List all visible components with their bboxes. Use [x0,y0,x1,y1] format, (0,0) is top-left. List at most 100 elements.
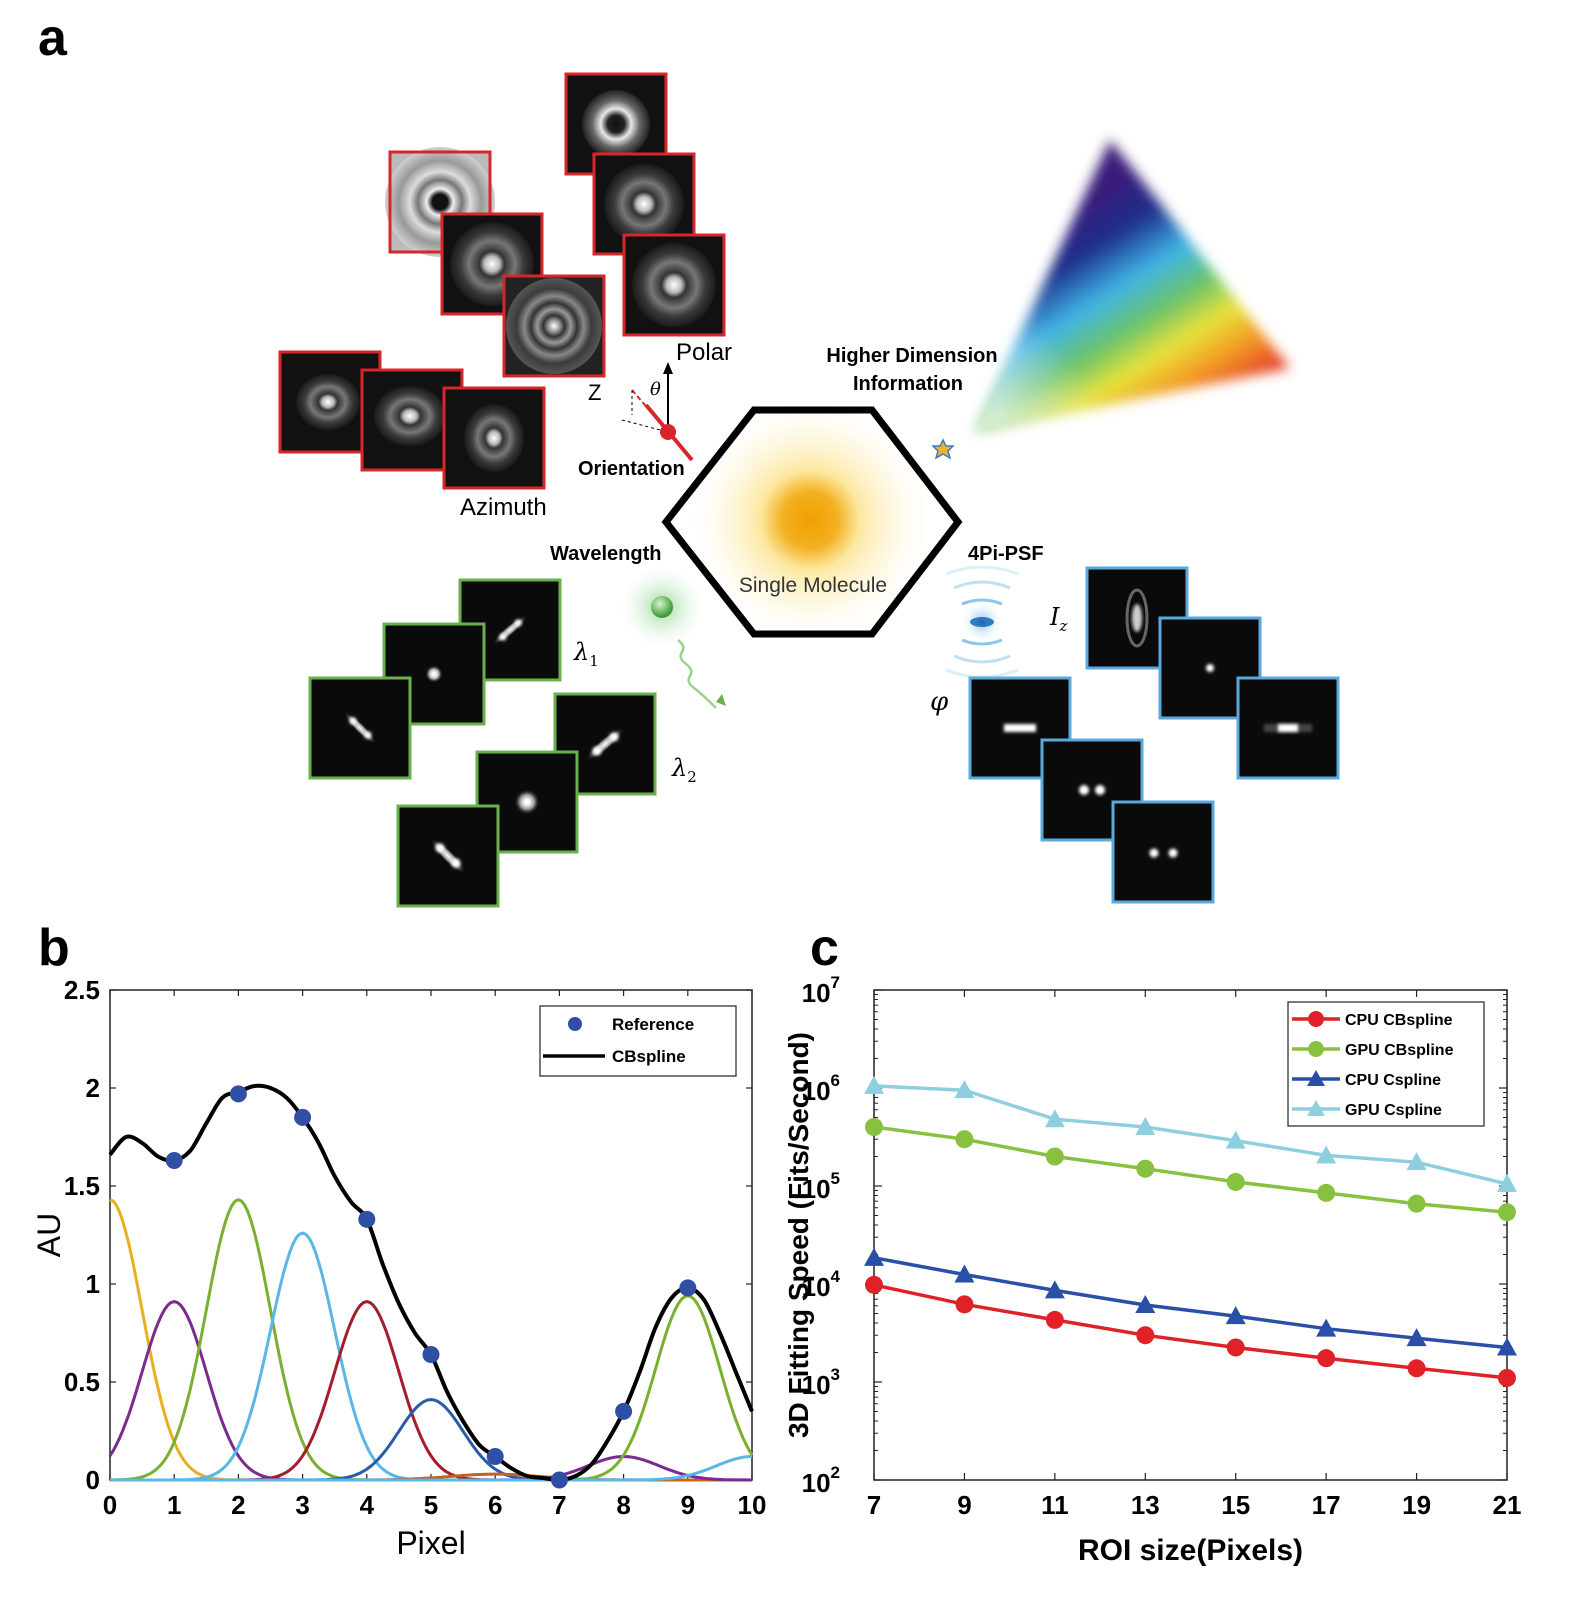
chart-c-data-point [955,1295,974,1314]
chart-c-data-point [1045,1147,1064,1166]
label-theta: θ [650,379,661,400]
label-4pi-psf: 4Pi-PSF [968,543,1044,565]
psf-tile-lambda1-3 [308,676,412,780]
chart-c-ytick-exponent: 4 [831,1267,841,1286]
chart-c-data-point [1226,1338,1245,1357]
chart-c-data-point [1226,1172,1245,1191]
psf-tile-phi-3 [1111,800,1215,904]
chart-c-xtick-label: 7 [867,1490,881,1520]
chart-c-data-point [864,1247,884,1266]
label-phi: φ [930,687,949,717]
chart-c-data-point [1316,1145,1337,1164]
chart-c-ytick-exponent: 6 [831,1071,840,1090]
chart-b-ytick-label: 1 [86,1269,100,1299]
chart-c-xtick-label: 11 [1041,1490,1069,1520]
chart-c-xtick-label: 9 [957,1490,971,1520]
chart-c-data-point [1225,1130,1246,1149]
orientation-psf-tiles [278,72,726,490]
chart-b-legend: Reference CBspline [539,1005,737,1077]
chart-c-xtick-label: 21 [1493,1490,1522,1520]
star-icon [931,438,955,460]
chart-b-xtick-label: 2 [231,1490,245,1520]
chart-c-ytick-base: 10 [802,1174,831,1204]
chart-c-ytick-base: 10 [802,1076,831,1106]
green-photon-icon [617,562,726,709]
chart-c-data-point [1406,1152,1427,1171]
panel-label-a: a [38,9,68,67]
chart-c-data-point [1135,1295,1156,1314]
chart-b-reference-point [229,1085,247,1103]
four-pi-psf-tiles [968,566,1340,904]
chart-b-ytick-label: 0 [86,1465,100,1495]
chart-c-data-point [1497,1173,1517,1192]
orientation-dipole-icon [621,362,694,462]
chart-c-data-point [954,1080,975,1099]
chart-b-reference-point [550,1471,568,1489]
chart-c-legend-marker [1308,1011,1324,1027]
chart-c-xlabel: ROI size(Pixels) [1078,1534,1303,1567]
chart-c-data-point [1498,1368,1516,1387]
chart-c-ytick-label: 106 [802,1071,840,1106]
panel-label-c: c [810,919,839,977]
chart-c-xtick-label: 15 [1221,1490,1250,1520]
chart-b-reference-point [358,1210,376,1228]
label-z: Z [588,380,601,405]
label-wavelength: Wavelength [550,543,662,565]
chart-b-xtick-label: 3 [295,1490,309,1520]
chart-b-legend-label: Reference [612,1015,694,1034]
label-azimuth: Azimuth [460,494,547,521]
psf-tile-iz-3 [1236,676,1340,780]
chart-c-ytick-label: 103 [802,1365,840,1400]
chart-c-ytick-base: 10 [802,1370,831,1400]
chart-c-series-line [873,1125,1508,1214]
single-molecule-hexagon [661,395,963,645]
chart-c-series-line [873,1084,1508,1186]
chart-b-reference-point [294,1108,312,1126]
chart-b-ylabel: AU [31,1213,67,1257]
chart-b-reference-point [615,1402,633,1420]
psf-tile-azimuth-3 [442,386,546,490]
chart-c-legend-marker [1307,1100,1325,1116]
chart-b-xlabel: Pixel [396,1525,465,1561]
chart-b-xtick-label: 8 [616,1490,630,1520]
chart-b-legend-label: CBspline [612,1047,686,1066]
chart-b-reference-point [422,1346,440,1364]
chart-c-ytick-base: 10 [802,1468,831,1498]
panel-label-b: b [38,919,70,977]
label-higher-dimension-line1: Higher Dimension [826,345,997,367]
chart-c-data-point [1407,1194,1426,1213]
chart-c-data-point [1225,1306,1246,1325]
chart-b-reference-point [165,1152,183,1170]
label-orientation: Orientation [578,458,685,480]
psf-tile-lambda2-3 [396,804,500,908]
chart-c-data-point [1317,1349,1336,1368]
chart-b: 0 1 2 3 4 5 6 7 8 9 10 0 0.5 1 1.5 2 2.5 Reference CBsplin… [31,975,766,1561]
chart-c-legend-marker [1307,1070,1325,1086]
chart-b-xtick-label: 0 [103,1490,117,1520]
chart-c-ytick-base: 10 [802,1272,831,1302]
chart-c-ytick-exponent: 7 [831,973,840,992]
chart-c-data-point [865,1275,883,1294]
chart-b-xtick-label: 10 [738,1490,767,1520]
chart-c-data-point [1044,1109,1065,1128]
psf-tile-polar-3 [622,233,726,337]
chart-c-data-point [1045,1310,1064,1329]
chart-b-legend-marker-reference [568,1017,582,1031]
label-lambda1: λ1 [573,638,599,670]
chart-c-data-point [1407,1359,1426,1378]
chart-c-series-line [873,1283,1508,1380]
chart-c-xtick-label: 13 [1131,1490,1160,1520]
chart-c-data-point [864,1075,884,1094]
label-single-molecule: Single Molecule [739,574,887,597]
chart-c-data-point [865,1117,883,1136]
chart-c-ytick-exponent: 2 [831,1463,840,1482]
interference-wave-icon [945,565,1019,679]
chart-c-data-point [1497,1337,1517,1356]
chart-c-ytick-label: 105 [802,1169,840,1204]
wavelength-psf-tiles [308,578,657,908]
chart-b-xtick-label: 1 [167,1490,181,1520]
chart-b-ytick-label: 1.5 [64,1171,100,1201]
label-lambda2: λ2 [671,754,697,786]
chart-c-xtick-label: 19 [1402,1490,1431,1520]
